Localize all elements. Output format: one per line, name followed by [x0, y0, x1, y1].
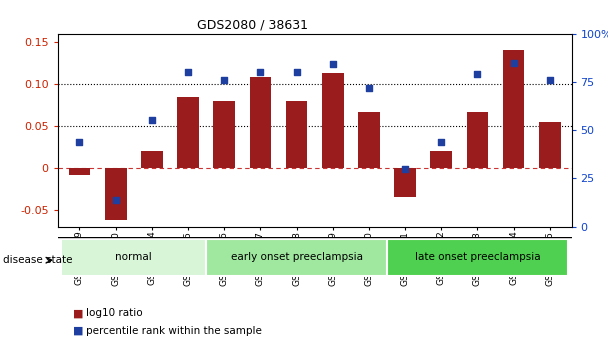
Bar	[430, 151, 452, 168]
Point	[75, 139, 85, 144]
Text: disease state: disease state	[3, 255, 72, 265]
Bar	[286, 101, 308, 168]
Point	[400, 166, 410, 172]
Bar	[466, 112, 488, 168]
Point	[255, 69, 265, 75]
Point	[328, 62, 337, 67]
Bar	[249, 77, 271, 168]
Bar	[394, 168, 416, 197]
Bar	[105, 168, 126, 220]
Point	[292, 69, 302, 75]
Bar	[177, 97, 199, 168]
Bar	[61, 239, 206, 276]
Point	[219, 77, 229, 83]
Text: late onset preeclampsia: late onset preeclampsia	[415, 252, 541, 262]
Text: ■: ■	[73, 326, 83, 336]
Bar	[539, 122, 561, 168]
Point	[545, 77, 554, 83]
Text: early onset preeclampsia: early onset preeclampsia	[230, 252, 362, 262]
Point	[147, 118, 157, 123]
Bar	[322, 73, 344, 168]
Point	[437, 139, 446, 144]
Text: percentile rank within the sample: percentile rank within the sample	[86, 326, 262, 336]
Bar	[358, 112, 380, 168]
Text: log10 ratio: log10 ratio	[86, 308, 143, 318]
Point	[183, 69, 193, 75]
Bar	[141, 151, 163, 168]
Bar	[503, 50, 525, 168]
Point	[111, 197, 120, 202]
Bar	[69, 168, 91, 175]
Point	[364, 85, 374, 91]
Bar	[213, 101, 235, 168]
Point	[472, 71, 482, 77]
Title: GDS2080 / 38631: GDS2080 / 38631	[198, 18, 308, 31]
Text: ■: ■	[73, 308, 83, 318]
Text: normal: normal	[116, 252, 152, 262]
Point	[509, 60, 519, 65]
Bar	[387, 239, 568, 276]
Bar	[206, 239, 387, 276]
